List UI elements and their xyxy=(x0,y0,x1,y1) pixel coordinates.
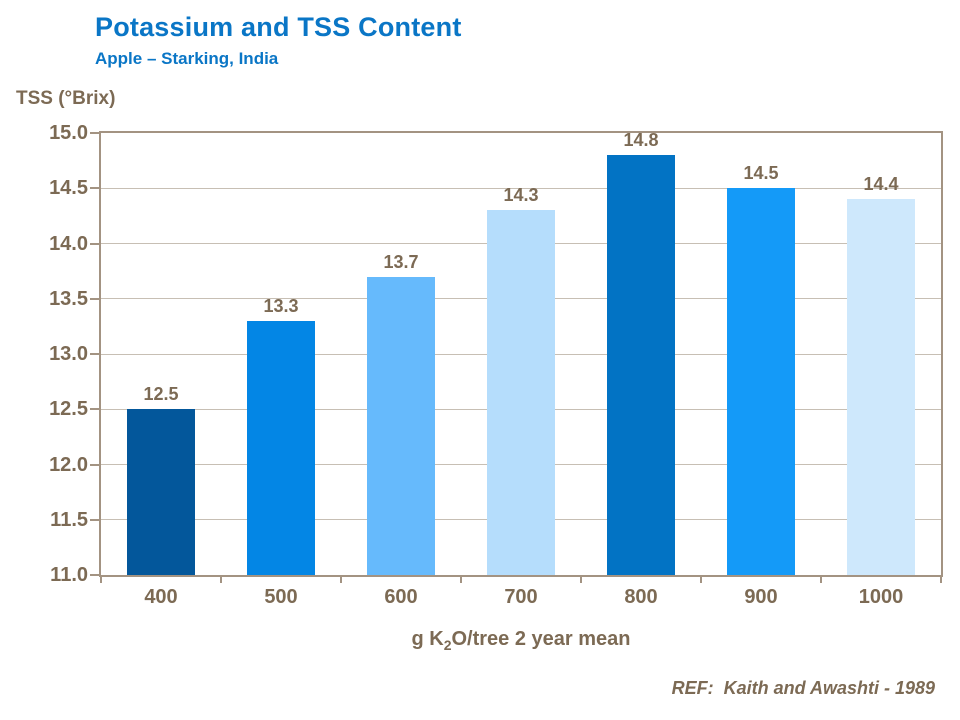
bar-value-label: 14.4 xyxy=(863,174,899,195)
x-axis-title-subscript: 2 xyxy=(443,637,452,653)
y-axis-tick-labels: 15.0 14.5 14.0 13.5 13.0 12.5 12.0 11.5 11.0 xyxy=(0,122,88,586)
x-axis-tick xyxy=(700,577,702,583)
y-axis-tick-label: 12.5 xyxy=(49,398,88,421)
x-axis-tick xyxy=(820,577,822,583)
x-axis-tick-label: 900 xyxy=(744,586,778,608)
x-axis-tick-label: 500 xyxy=(264,586,298,608)
y-axis-tick-label: 13.0 xyxy=(49,343,88,365)
chart-subtitle: Apple – Starking, India xyxy=(95,49,279,68)
bar-400 xyxy=(127,409,195,575)
bar-value-label: 12.5 xyxy=(143,384,179,405)
bar-600 xyxy=(367,276,435,575)
y-axis-tick-label: 13.5 xyxy=(49,287,88,310)
x-axis-tick-label: 800 xyxy=(624,586,658,608)
y-axis-tick xyxy=(90,463,99,466)
y-axis-tick-label: 11.5 xyxy=(50,508,88,531)
y-axis-tick-label: 11.0 xyxy=(50,564,88,586)
bar-700 xyxy=(487,210,555,575)
y-axis-tick xyxy=(90,187,99,190)
bar-value-label: 14.8 xyxy=(623,130,659,151)
x-axis-tick-label: 400 xyxy=(144,586,178,608)
y-axis-tick xyxy=(90,242,99,245)
x-axis-tick xyxy=(580,577,582,583)
y-axis-tick xyxy=(90,132,99,134)
x-axis-tick xyxy=(220,577,222,583)
x-axis-tick xyxy=(940,577,942,583)
x-axis-tick xyxy=(340,577,342,583)
x-axis-tick-label: 700 xyxy=(504,586,538,608)
bar-value-label: 13.7 xyxy=(383,251,419,272)
y-axis-tick xyxy=(90,353,99,355)
bar-value-label: 13.3 xyxy=(263,295,299,316)
plot-area: 12.5 13.3 13.7 14.3 14.8 14.5 14.4 xyxy=(90,130,943,583)
y-axis-tick-label: 15.0 xyxy=(49,122,88,144)
y-axis-tick-label: 14.0 xyxy=(49,232,88,255)
gridline xyxy=(101,187,941,189)
bar-value-label: 14.5 xyxy=(743,163,779,184)
y-axis-tick xyxy=(90,518,99,521)
x-axis-tick xyxy=(100,577,102,583)
bar-800 xyxy=(607,155,675,575)
y-axis-tick xyxy=(90,408,99,411)
bar-900 xyxy=(727,188,795,575)
x-axis-title-prefix: g K xyxy=(411,628,444,650)
y-axis-tick xyxy=(90,574,99,576)
y-axis-title: TSS (°Brix) xyxy=(16,88,116,109)
x-axis-tick-labels: 400 500 600 700 800 900 1000 xyxy=(101,586,941,612)
x-axis-tick-label: 600 xyxy=(384,586,418,608)
y-axis-tick xyxy=(90,297,99,300)
x-axis-title-suffix: O/tree 2 year mean xyxy=(451,628,631,650)
x-axis-tick-label: 1000 xyxy=(858,586,904,608)
bar-500 xyxy=(247,320,315,575)
x-axis-tick xyxy=(460,577,462,583)
bar-value-label: 14.3 xyxy=(503,185,539,206)
y-axis-tick-label: 14.5 xyxy=(49,177,88,200)
reference-note: REF: Kaith and Awashti - 1989 xyxy=(671,678,935,698)
y-axis-tick-label: 12.0 xyxy=(49,453,88,476)
x-axis-title: g K2O/tree 2 year mean xyxy=(101,628,941,653)
chart-title: Potassium and TSS Content xyxy=(95,12,462,42)
bar-1000 xyxy=(847,199,915,575)
